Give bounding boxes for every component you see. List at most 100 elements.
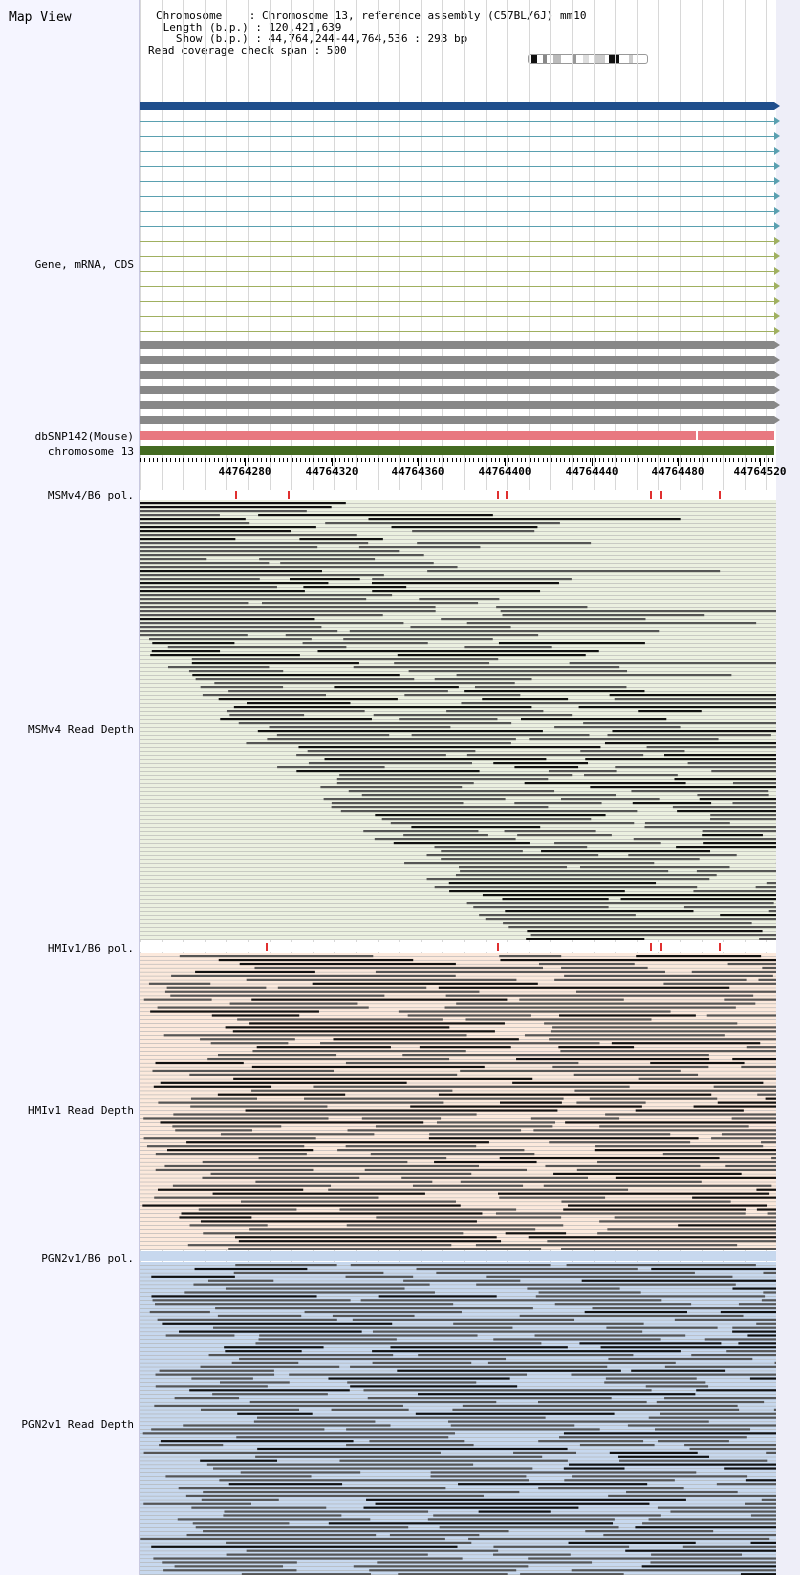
read-segment	[361, 794, 617, 797]
cds-bar[interactable]	[140, 341, 774, 349]
mrna-line[interactable]	[140, 181, 774, 182]
read-segment	[140, 598, 367, 601]
msm-read-depth-panel[interactable]	[140, 500, 776, 940]
strand-arrow-icon	[774, 282, 780, 290]
read-segment	[554, 978, 747, 981]
read-segment	[241, 1573, 372, 1575]
read-segment	[208, 1353, 394, 1357]
read-segment	[415, 1412, 615, 1415]
mrna-line[interactable]	[140, 211, 774, 212]
read-segment	[140, 550, 400, 553]
read-segment	[763, 1291, 776, 1294]
read-segment	[366, 1498, 686, 1501]
mrna-line[interactable]	[140, 256, 774, 257]
read-segment	[372, 1330, 643, 1333]
snp-marker	[288, 491, 290, 499]
ruler-tick-label: 44764400	[478, 465, 532, 478]
pgn-polymorphism-row[interactable]	[140, 1251, 776, 1261]
msm-polymorphism-row[interactable]	[140, 490, 776, 500]
read-segment	[699, 798, 776, 801]
read-segment	[340, 810, 638, 813]
read-segment	[514, 766, 579, 769]
read-segment	[393, 842, 530, 845]
read-row-line	[140, 907, 776, 908]
read-segment	[568, 1204, 768, 1207]
ruler-tick	[313, 458, 314, 462]
mrna-line[interactable]	[140, 271, 774, 272]
read-segment	[741, 1065, 776, 1069]
read-segment	[648, 1416, 776, 1419]
read-segment	[214, 682, 515, 685]
read-segment	[140, 502, 346, 505]
read-segment	[334, 686, 459, 689]
read-segment	[608, 1494, 776, 1498]
read-segment	[595, 1145, 764, 1148]
hmi-read-depth-panel[interactable]	[140, 953, 776, 1250]
read-row-line	[140, 1538, 776, 1540]
read-segment	[615, 1176, 776, 1179]
mrna-line[interactable]	[140, 241, 774, 242]
read-row-line	[140, 611, 776, 612]
ruler-tick	[231, 458, 232, 462]
ruler-tick	[248, 458, 249, 462]
mrna-line[interactable]	[140, 316, 774, 317]
read-segment	[599, 1220, 776, 1223]
cds-bar[interactable]	[140, 401, 774, 409]
read-segment	[143, 998, 212, 1001]
read-row-line	[140, 1405, 776, 1407]
ruler-tick	[703, 458, 704, 462]
read-segment	[179, 955, 374, 958]
mrna-line[interactable]	[140, 301, 774, 302]
read-segment	[579, 1443, 655, 1447]
pgn-read-depth-panel[interactable]	[140, 1262, 776, 1575]
mrna-line[interactable]	[140, 121, 774, 122]
read-segment	[251, 1089, 453, 1092]
mrna-line[interactable]	[140, 196, 774, 197]
read-segment	[495, 1212, 746, 1215]
read-segment	[245, 1109, 558, 1112]
ruler-tick	[460, 458, 461, 462]
read-segment	[607, 734, 771, 737]
ruler-tick	[634, 458, 635, 462]
read-segment	[607, 1228, 776, 1231]
hmi-polymorphism-row[interactable]	[140, 942, 776, 952]
ruler-tick	[434, 458, 435, 462]
ruler-tick	[491, 458, 492, 462]
ruler-tick	[720, 458, 721, 462]
mrna-line[interactable]	[140, 136, 774, 137]
read-segment	[663, 982, 776, 985]
read-segment	[732, 1326, 776, 1329]
read-segment	[155, 1303, 454, 1306]
ruler-tick	[357, 458, 358, 462]
mrna-line[interactable]	[140, 286, 774, 287]
mrna-line[interactable]	[140, 331, 774, 332]
read-segment	[188, 670, 284, 673]
read-segment	[201, 1498, 279, 1501]
chromosome-ideogram[interactable]	[528, 54, 648, 64]
read-segment	[411, 826, 541, 829]
cds-bar[interactable]	[140, 416, 774, 424]
ruler-tick	[569, 458, 570, 462]
read-row-line	[140, 595, 776, 596]
cds-bar[interactable]	[140, 356, 774, 364]
read-segment	[166, 986, 267, 989]
cds-bar[interactable]	[140, 386, 774, 394]
mrna-line[interactable]	[140, 166, 774, 167]
read-segment	[252, 1050, 466, 1053]
read-segment	[635, 1526, 776, 1529]
read-segment	[628, 854, 737, 857]
read-segment	[189, 1073, 458, 1076]
mrna-line[interactable]	[140, 226, 774, 227]
mrna-line[interactable]	[140, 151, 774, 152]
cds-bar[interactable]	[140, 371, 774, 379]
gene-bar[interactable]	[140, 102, 774, 110]
snp-marker	[266, 943, 268, 951]
read-segment	[627, 1424, 776, 1427]
read-row-line	[140, 539, 776, 540]
read-segment	[650, 1561, 776, 1564]
read-segment	[549, 1141, 691, 1144]
read-segment	[664, 754, 776, 757]
read-segment	[609, 1451, 698, 1454]
ruler-tick	[573, 458, 574, 462]
read-segment	[375, 814, 606, 817]
